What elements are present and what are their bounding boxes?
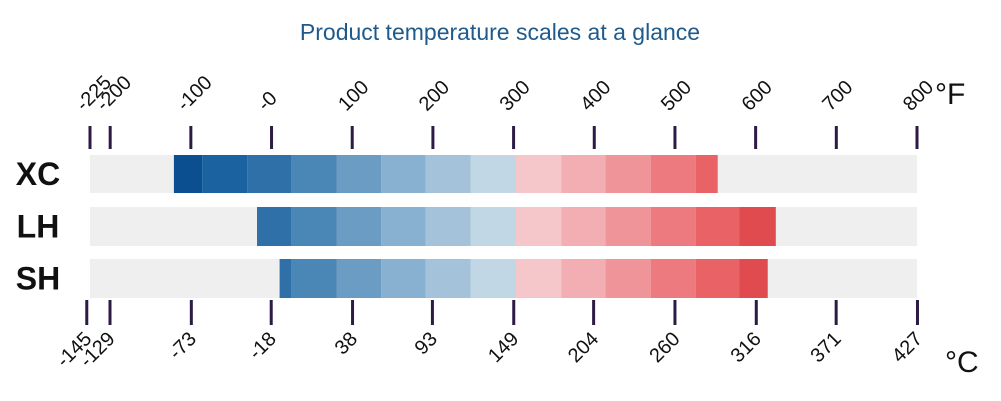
range-segment <box>291 259 337 298</box>
range-segment <box>695 155 718 193</box>
x-tick-label: 300 <box>496 76 535 115</box>
x-tick-label: 100 <box>334 76 373 115</box>
range-segment <box>425 259 471 298</box>
range-segment <box>202 155 248 193</box>
range-segment <box>173 155 203 193</box>
range-segment <box>695 207 740 246</box>
x2-tick-label: 149 <box>484 328 523 367</box>
range-segment <box>470 207 517 246</box>
range-segment <box>695 259 740 298</box>
category-label: LH <box>17 209 60 245</box>
range-segment <box>425 155 471 193</box>
x2-tick-label: 38 <box>331 328 362 359</box>
chart-title: Product temperature scales at a glance <box>300 19 700 45</box>
x-tick-label: 500 <box>657 76 696 115</box>
x-tick-label: 800 <box>899 76 938 115</box>
x-tick-label: 600 <box>738 76 777 115</box>
range-segment <box>650 207 696 246</box>
x-tick-label: 200 <box>415 76 454 115</box>
range-segment <box>279 259 292 298</box>
x-tick-label: -0 <box>254 87 282 115</box>
range-segment <box>650 155 696 193</box>
range-segment <box>605 259 651 298</box>
range-segment <box>336 207 382 246</box>
category-label: XC <box>16 156 60 192</box>
range-segment <box>516 207 562 246</box>
x2-tick-label: 316 <box>727 328 766 367</box>
range-segment <box>605 155 651 193</box>
x2-tick-label: 260 <box>645 328 684 367</box>
x-tick-label: 700 <box>818 76 857 115</box>
x-unit: °F <box>935 78 965 111</box>
range-segment <box>739 259 768 298</box>
range-segment <box>247 155 292 193</box>
range-segment <box>291 207 337 246</box>
range-segment <box>381 207 426 246</box>
range-segment <box>336 259 382 298</box>
range-segment <box>470 155 517 193</box>
x-tick-label: 400 <box>576 76 615 115</box>
range-segment <box>739 207 776 246</box>
range-segment <box>605 207 651 246</box>
range-segment <box>561 259 606 298</box>
x2-tick-label: -18 <box>245 328 281 364</box>
x2-unit: °C <box>945 346 979 379</box>
x2-tick-label: 204 <box>564 328 603 367</box>
range-segment <box>650 259 696 298</box>
range-segment <box>381 155 426 193</box>
range-segment <box>257 207 292 246</box>
x2-tick-label: 93 <box>411 328 442 359</box>
range-segment <box>470 259 517 298</box>
range-segment <box>425 207 471 246</box>
x2-tick-label: -73 <box>165 328 201 364</box>
range-segment <box>291 155 337 193</box>
range-segment <box>516 155 562 193</box>
range-segment <box>561 207 606 246</box>
range-segment <box>516 259 562 298</box>
range-segment <box>336 155 382 193</box>
x2-tick-label: 427 <box>888 328 927 367</box>
category-label: SH <box>16 261 60 297</box>
x2-tick-label: 371 <box>807 328 846 367</box>
x-tick-label: -100 <box>173 72 217 116</box>
range-segment <box>381 259 426 298</box>
range-segment <box>561 155 606 193</box>
